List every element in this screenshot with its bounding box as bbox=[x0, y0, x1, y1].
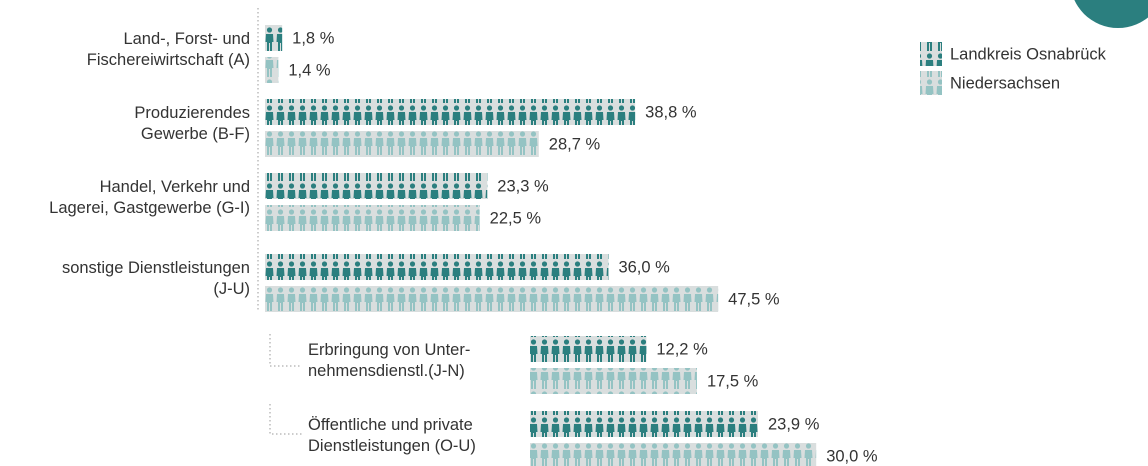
bar bbox=[265, 286, 719, 312]
value-label: 22,5 % bbox=[490, 209, 542, 227]
legend-swatch bbox=[920, 42, 942, 66]
category-label: Handel, Verkehr und Lagerei, Gastgewerbe… bbox=[49, 178, 250, 217]
value-label: 23,3 % bbox=[497, 177, 549, 195]
value-label: 38,8 % bbox=[645, 103, 697, 121]
bar bbox=[265, 99, 636, 125]
legend-swatch bbox=[920, 71, 942, 95]
bar bbox=[265, 254, 609, 280]
category-label: Produzierendes Gewerbe (B-F) bbox=[134, 104, 250, 143]
bracket bbox=[269, 404, 302, 435]
category-label: Öffentliche und private Dienstleistungen… bbox=[308, 416, 476, 455]
bar bbox=[530, 443, 817, 466]
bar bbox=[265, 57, 279, 83]
bar bbox=[265, 173, 488, 199]
bar bbox=[265, 25, 283, 51]
category-label: Erbringung von Unter- nehmensdienstl.(J-… bbox=[308, 341, 471, 380]
value-label: 1,8 % bbox=[292, 29, 335, 47]
decor-circle bbox=[1074, 0, 1148, 28]
category-label: Land-, Forst- und Fischereiwirtschaft (A… bbox=[86, 30, 250, 69]
value-label: 23,9 % bbox=[768, 415, 820, 433]
bar bbox=[530, 411, 759, 437]
legend-label: Landkreis Osnabrück bbox=[950, 45, 1107, 63]
bar bbox=[265, 131, 539, 157]
value-label: 30,0 % bbox=[826, 447, 878, 465]
bar bbox=[530, 368, 697, 394]
value-label: 47,5 % bbox=[728, 290, 780, 308]
value-label: 36,0 % bbox=[618, 258, 670, 276]
value-label: 17,5 % bbox=[707, 372, 759, 390]
value-label: 28,7 % bbox=[549, 135, 601, 153]
bar bbox=[265, 205, 480, 231]
category-label: sonstige Dienstleistungen (J-U) bbox=[61, 259, 250, 298]
bar bbox=[530, 336, 647, 362]
value-label: 1,4 % bbox=[288, 61, 331, 79]
bracket bbox=[269, 334, 302, 367]
legend-label: Niedersachsen bbox=[950, 74, 1060, 92]
value-label: 12,2 % bbox=[656, 340, 708, 358]
